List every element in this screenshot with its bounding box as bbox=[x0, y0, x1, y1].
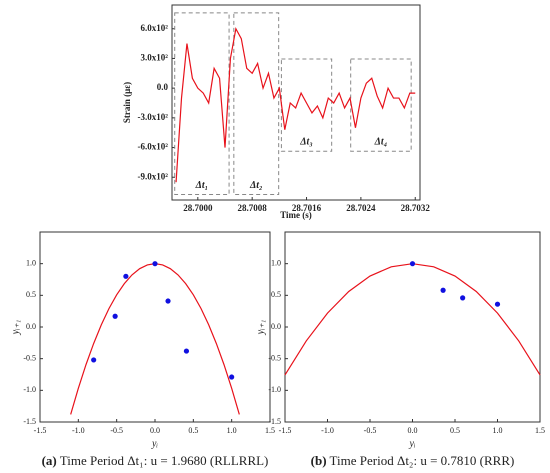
point bbox=[183, 348, 190, 354]
y-tick-label: 0.5 bbox=[26, 290, 36, 299]
plot-frame bbox=[171, 4, 421, 201]
caption-text: Time Period Δt₁: u = 1.9680 (RLLRRL) bbox=[57, 453, 269, 468]
y-axis-label: yᵢ₊₁ bbox=[255, 320, 266, 336]
x-tick-label: -0.5 bbox=[364, 426, 377, 435]
y-tick-label: -6.0x10² bbox=[138, 142, 169, 152]
y-axis-label: yᵢ₊₁ bbox=[10, 320, 21, 336]
x-tick-label: 1.5 bbox=[535, 426, 545, 435]
point bbox=[152, 261, 158, 267]
y-tick-label: 0.0 bbox=[271, 322, 281, 331]
point bbox=[440, 287, 446, 293]
plot-frame bbox=[39, 231, 271, 423]
y-tick-label: -0.5 bbox=[268, 353, 281, 362]
y-tick-label: -1.5 bbox=[23, 417, 36, 426]
region-label: Δt₂ bbox=[249, 180, 263, 191]
parabola-curve bbox=[284, 263, 541, 376]
x-axis-label: yᵢ bbox=[408, 438, 415, 449]
point bbox=[91, 357, 97, 363]
caption-label: (a) bbox=[42, 453, 57, 468]
x-axis-label: Time (s) bbox=[280, 210, 312, 220]
y-tick-label: 0.0 bbox=[26, 322, 36, 331]
point bbox=[229, 374, 235, 380]
point bbox=[409, 261, 416, 267]
x-tick-label: 28.7008 bbox=[238, 203, 268, 213]
y-tick-label: -9.0x10² bbox=[138, 171, 169, 181]
x-tick-label: -1.5 bbox=[279, 426, 292, 435]
region-label: Δt₄ bbox=[374, 137, 388, 148]
y-axis-label: Strain (με) bbox=[122, 82, 132, 123]
x-axis-label: yᵢ bbox=[151, 438, 158, 449]
y-tick-label: -0.5 bbox=[23, 353, 36, 362]
x-tick-label: 0.5 bbox=[450, 426, 460, 435]
y-tick-label: 6.0x10² bbox=[141, 23, 169, 33]
x-tick-label: -1.0 bbox=[321, 426, 334, 435]
point bbox=[165, 298, 171, 304]
x-tick-label: 0.0 bbox=[408, 426, 418, 435]
x-tick-label: 28.7000 bbox=[183, 203, 213, 213]
x-tick-label: 28.7032 bbox=[401, 203, 431, 213]
region-label: Δt₁ bbox=[195, 180, 209, 191]
y-tick-label: 0.0 bbox=[157, 82, 169, 92]
x-tick-label: 1.0 bbox=[493, 426, 503, 435]
y-tick-label: -3.0x10² bbox=[138, 112, 169, 122]
caption: (a) Time Period Δt₁: u = 1.9680 (RLLRRL) bbox=[42, 453, 269, 468]
x-tick-label: -1.0 bbox=[72, 426, 85, 435]
x-tick-label: 28.7024 bbox=[346, 203, 376, 213]
y-tick-label: 0.5 bbox=[271, 290, 281, 299]
region-label: Δt₃ bbox=[299, 137, 313, 148]
y-tick-label: -1.0 bbox=[268, 385, 281, 394]
caption-text: Time Period Δt₂: u = 0.7810 (RRR) bbox=[327, 453, 515, 468]
y-tick-label: -1.5 bbox=[268, 417, 281, 426]
x-tick-label: 1.5 bbox=[265, 426, 275, 435]
y-tick-label: 1.0 bbox=[271, 258, 281, 267]
region-box bbox=[233, 12, 280, 196]
x-tick-label: 0.5 bbox=[188, 426, 198, 435]
x-tick-label: -0.5 bbox=[110, 426, 123, 435]
parabola-curve bbox=[70, 263, 240, 415]
x-tick-label: 1.0 bbox=[227, 426, 237, 435]
y-tick-label: -1.0 bbox=[23, 385, 36, 394]
x-tick-label: 0.0 bbox=[150, 426, 160, 435]
caption-label: (b) bbox=[311, 453, 327, 468]
region-box bbox=[174, 12, 230, 196]
point bbox=[460, 295, 466, 301]
strain-line bbox=[175, 26, 416, 183]
caption: (b) Time Period Δt₂: u = 0.7810 (RRR) bbox=[311, 453, 515, 468]
y-tick-label: 3.0x10² bbox=[141, 53, 169, 63]
x-tick-label: 28.7016 bbox=[292, 203, 322, 213]
x-tick-label: -1.5 bbox=[34, 426, 47, 435]
region-box bbox=[350, 58, 412, 152]
y-tick-label: 1.0 bbox=[26, 258, 36, 267]
point bbox=[112, 313, 118, 319]
point bbox=[123, 273, 129, 279]
plot-frame bbox=[284, 231, 541, 423]
point bbox=[494, 301, 501, 307]
